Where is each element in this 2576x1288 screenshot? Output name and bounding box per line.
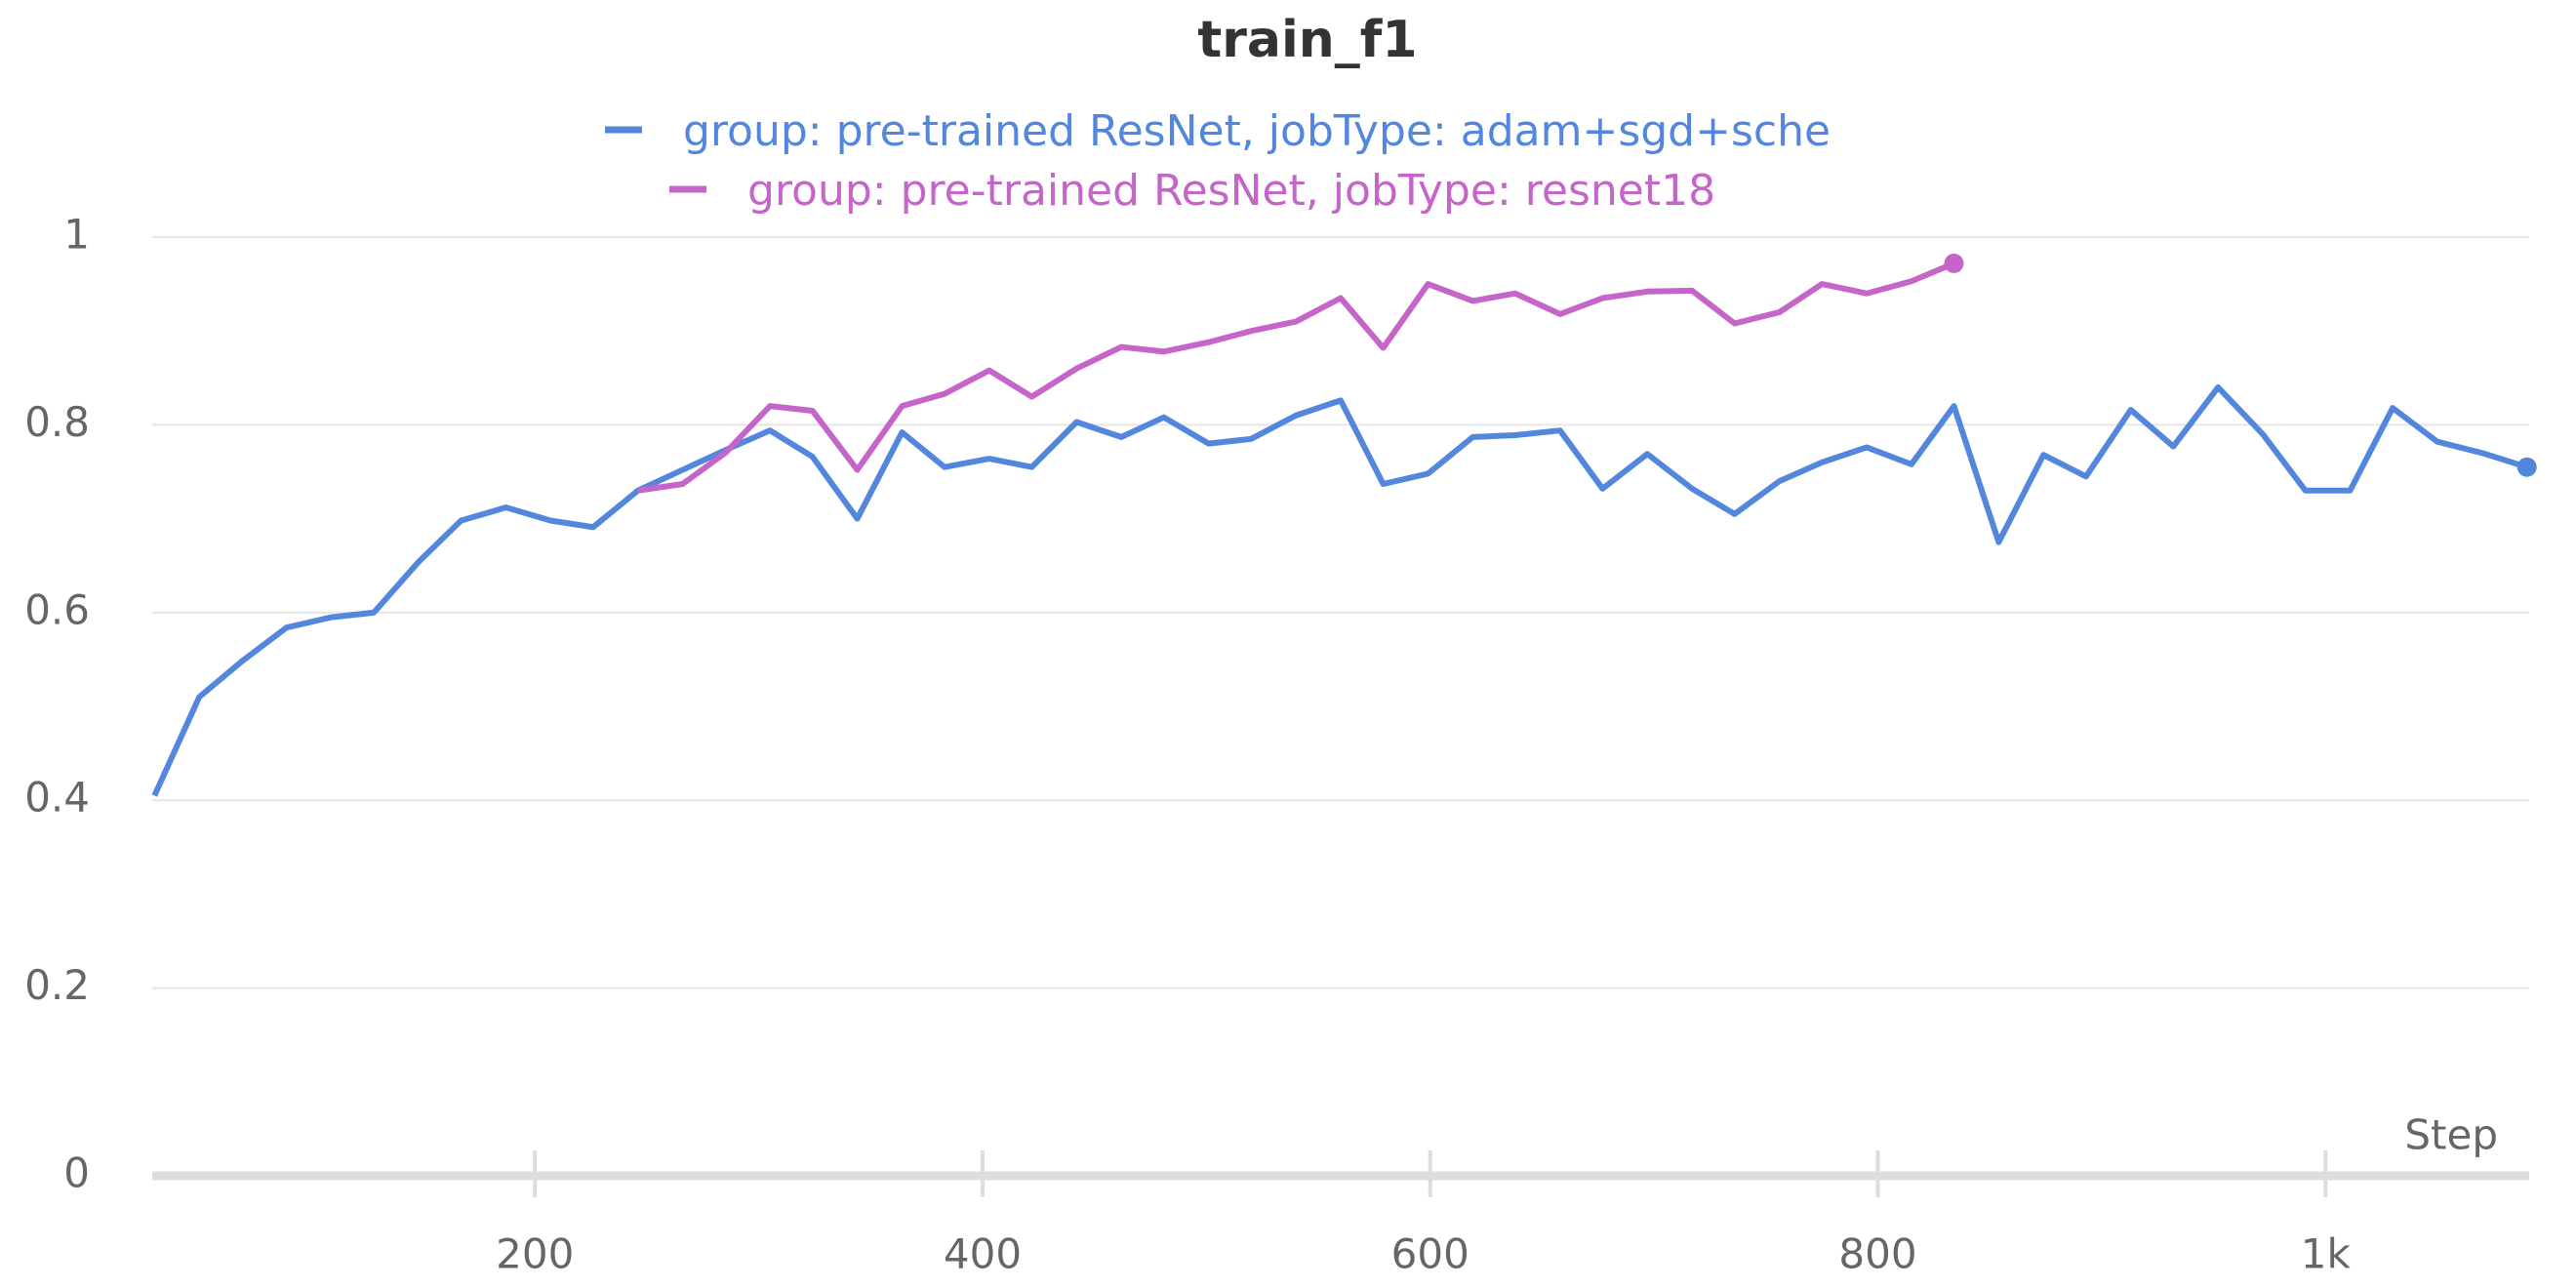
y-tick-label: 0 xyxy=(63,1149,90,1197)
x-tick-label: 800 xyxy=(1838,1230,1916,1278)
x-tick-label: 600 xyxy=(1391,1230,1469,1278)
series-line xyxy=(151,383,2528,797)
series-line xyxy=(637,261,1955,494)
x-tick-label: 1k xyxy=(2301,1230,2352,1278)
y-tick-label: 0.2 xyxy=(24,961,90,1009)
y-tick-label: 0.6 xyxy=(24,585,90,633)
x-tick-label: 400 xyxy=(944,1230,1022,1278)
x-axis-label: Step xyxy=(2404,1111,2498,1159)
y-tick-label: 0.8 xyxy=(24,398,90,446)
chart-title: train_f1 xyxy=(1197,11,1417,69)
end-point xyxy=(1944,253,1964,273)
y-tick-label: 1 xyxy=(63,211,90,259)
legend-label: group: pre-trained ResNet, jobType: adam… xyxy=(683,106,1831,156)
x-tick-label: 200 xyxy=(496,1230,574,1278)
y-tick-label: 0.4 xyxy=(24,774,90,822)
legend-label: group: pre-trained ResNet, jobType: resn… xyxy=(747,166,1715,216)
end-point xyxy=(2516,457,2537,477)
